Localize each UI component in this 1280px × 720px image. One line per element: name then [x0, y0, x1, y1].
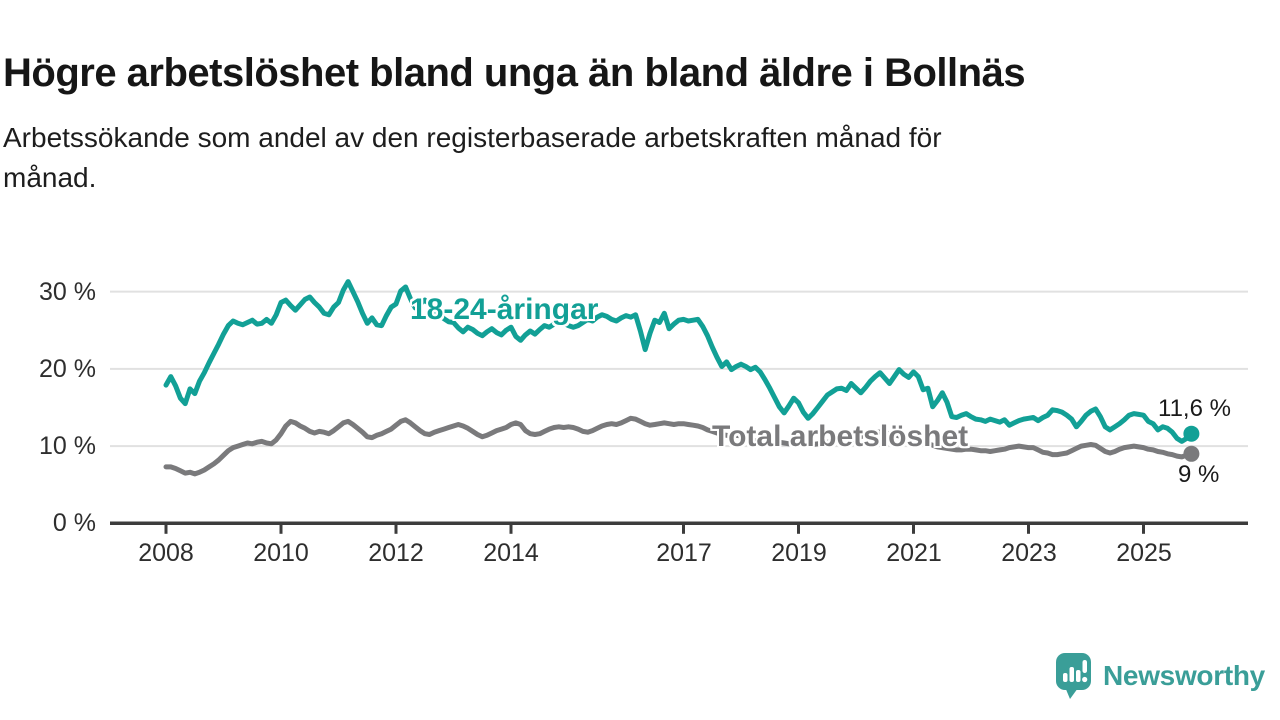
series-label-young: 18-24-åringar: [410, 293, 599, 326]
newsworthy-logo-text: Newsworthy: [1103, 660, 1265, 691]
x-axis-tick-label: 2012: [368, 539, 424, 567]
y-axis-tick-label: 30 %: [39, 278, 96, 306]
x-axis-tick-label: 2025: [1116, 539, 1172, 567]
x-axis-tick-label: 2017: [656, 539, 712, 567]
x-axis-tick-label: 2023: [1001, 539, 1057, 567]
newsworthy-logo: Newsworthy: [1055, 652, 1265, 700]
end-value-label-young: 11,6 %: [1158, 395, 1231, 422]
series-label-total: Total arbetslöshet: [712, 420, 969, 453]
series-end-dot-1: [1183, 445, 1200, 462]
x-axis-tick-label: 2021: [886, 539, 942, 567]
y-axis-tick-label: 0 %: [52, 509, 96, 537]
newsworthy-logo-icon: [1056, 653, 1091, 699]
series-line-0: [163, 279, 1194, 444]
y-axis-tick-label: 10 %: [39, 432, 96, 460]
subtitle-line-2: månad.: [3, 162, 97, 193]
page-title: Högre arbetslöshet bland unga än bland ä…: [3, 50, 1026, 95]
y-axis-tick-label: 20 %: [39, 355, 96, 383]
x-axis-tick-label: 2008: [138, 539, 194, 567]
series-end-dot-0: [1183, 425, 1200, 442]
chart-subtitle: Arbetssökande som andel av den registerb…: [3, 118, 1223, 198]
series-line-1: [163, 415, 1194, 477]
x-axis-tick-label: 2014: [483, 539, 539, 567]
x-axis-tick-label: 2019: [771, 539, 827, 567]
subtitle-line-1: Arbetssökande som andel av den registerb…: [3, 122, 942, 153]
x-axis-tick-label: 2010: [253, 539, 309, 567]
end-value-label-total: 9 %: [1178, 461, 1220, 488]
